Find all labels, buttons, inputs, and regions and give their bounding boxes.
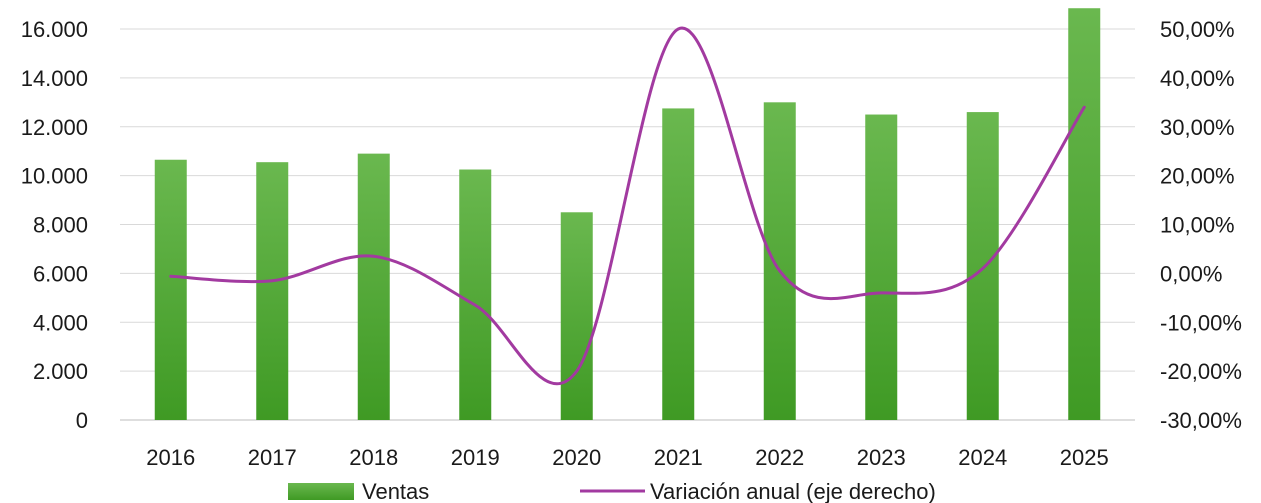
x-tick-label: 2021	[654, 445, 703, 470]
legend: Ventas Variación anual (eje derecho)	[288, 479, 936, 503]
bar-ventas-2023	[865, 114, 898, 420]
bar-ventas-2022	[763, 102, 796, 420]
gridlines	[120, 28, 1135, 421]
legend-swatch-ventas	[288, 483, 354, 500]
x-tick-label: 2019	[451, 445, 500, 470]
bar-ventas-2017	[256, 162, 289, 420]
bar-ventas-2021	[662, 108, 695, 420]
right-tick-label: 0,00%	[1160, 261, 1222, 286]
left-tick-label: 4.000	[33, 310, 88, 335]
left-tick-label: 10.000	[21, 164, 88, 189]
legend-label-ventas: Ventas	[362, 479, 429, 503]
right-tick-label: 30,00%	[1160, 115, 1235, 140]
line-series	[169, 26, 1086, 386]
legend-label-variacion: Variación anual (eje derecho)	[650, 479, 936, 503]
right-y-axis: -30,00% -20,00% -10,00% 0,00% 10,00% 20,00% 30…	[1160, 17, 1242, 433]
right-tick-label: 20,00%	[1160, 164, 1235, 189]
left-tick-label: 14.000	[21, 66, 88, 91]
x-tick-label: 2024	[958, 445, 1007, 470]
right-tick-label: 10,00%	[1160, 213, 1235, 238]
x-tick-label: 2016	[146, 445, 195, 470]
right-tick-label: 50,00%	[1160, 17, 1235, 42]
x-tick-label: 2017	[248, 445, 297, 470]
bar-ventas-2018	[357, 153, 390, 420]
x-tick-label: 2018	[349, 445, 398, 470]
left-y-axis: 0 2.000 4.000 6.000 8.000 10.000 12.000 14.000 1…	[21, 17, 88, 433]
x-tick-label: 2023	[857, 445, 906, 470]
x-tick-label: 2020	[552, 445, 601, 470]
bar-ventas-2020	[560, 212, 593, 420]
line-variacion-anual	[169, 26, 1086, 386]
right-tick-label: -30,00%	[1160, 408, 1242, 433]
left-tick-label: 0	[76, 408, 88, 433]
right-tick-label: -20,00%	[1160, 359, 1242, 384]
left-tick-label: 12.000	[21, 115, 88, 140]
right-tick-label: 40,00%	[1160, 66, 1235, 91]
bar-ventas-2016	[154, 159, 187, 420]
bar-ventas-2019	[459, 169, 492, 420]
bar-series	[154, 8, 1101, 421]
bar-ventas-2024	[966, 112, 999, 421]
x-tick-label: 2025	[1060, 445, 1109, 470]
left-tick-label: 6.000	[33, 261, 88, 286]
left-tick-label: 16.000	[21, 17, 88, 42]
x-axis: 2016 2017 2018 2019 2020 2021 2022 2023 2024 2025	[146, 445, 1108, 470]
left-tick-label: 2.000	[33, 359, 88, 384]
x-tick-label: 2022	[755, 445, 804, 470]
left-tick-label: 8.000	[33, 213, 88, 238]
bar-ventas-2025	[1068, 8, 1101, 421]
right-tick-label: -10,00%	[1160, 310, 1242, 335]
